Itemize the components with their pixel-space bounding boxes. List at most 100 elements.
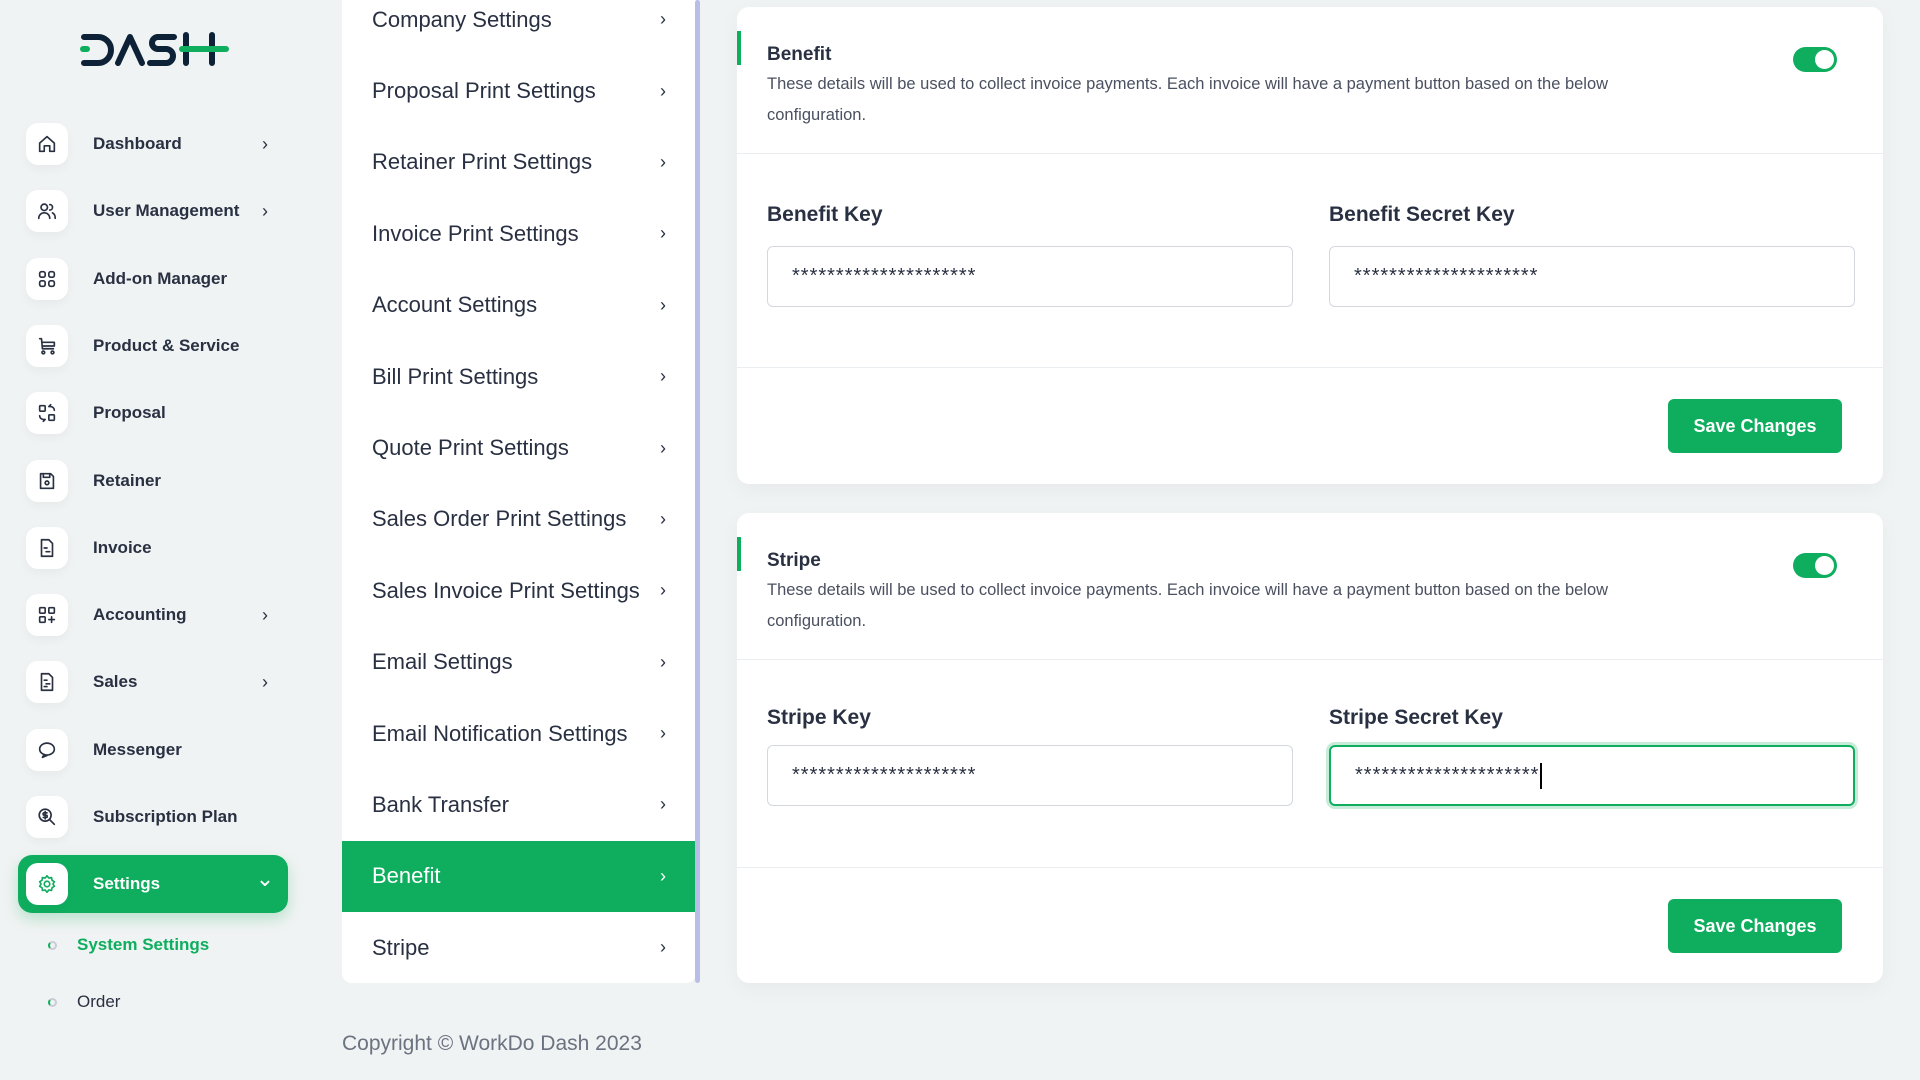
card-accent-bar [737,537,741,571]
chevron-right-icon: › [660,437,666,458]
sidebar-item-label: Invoice [93,537,152,557]
sidebar-item-label: Messenger [93,739,182,759]
sidebar-item-label: Proposal [93,403,166,423]
sidebar-item-dashboard[interactable]: Dashboard › [18,115,288,173]
sidebar-subitem-system-settings[interactable]: System Settings [48,935,209,955]
divider [737,367,1883,368]
stripe-key-label: Stripe Key [767,706,871,729]
card-title: Stripe [767,550,821,571]
benefit-secret-key-input[interactable]: ********************* [1329,246,1855,307]
chevron-down-icon: ⌄ [255,866,275,892]
sidebar-item-label: Sales [93,672,138,692]
card-title: Benefit [767,44,832,65]
chevron-right-icon: › [660,9,666,30]
settings-menu-item-sales-invoice-print-settings[interactable]: Sales Invoice Print Settings › [372,577,666,603]
home-icon [26,123,68,165]
chevron-right-icon: › [262,200,268,221]
sidebar-subitem-order[interactable]: Order [48,992,120,1012]
chevron-right-icon: › [262,671,268,692]
settings-menu-item-account-settings[interactable]: Account Settings › [372,292,666,318]
settings-menu-item-bill-print-settings[interactable]: Bill Print Settings › [372,363,666,389]
search-dollar-icon [26,796,68,838]
sidebar-item-user-management[interactable]: User Management › [18,182,288,240]
stripe-save-changes-button[interactable]: Save Changes [1668,899,1842,953]
chevron-right-icon: › [660,508,666,529]
sidebar-item-product-service[interactable]: Product & Service [18,317,288,375]
sidebar-item-label: Add-on Manager [93,268,228,288]
benefit-key-input[interactable]: ********************* [767,246,1293,307]
sidebar-item-settings[interactable]: Settings ⌄ [18,855,288,914]
settings-menu-item-bank-transfer[interactable]: Bank Transfer › [372,791,666,817]
divider [737,153,1883,154]
sidebar-item-sales[interactable]: Sales › [18,653,288,711]
sidebar-item-invoice[interactable]: Invoice [18,519,288,577]
chevron-right-icon: › [660,294,666,315]
settings-menu-item-retainer-print-settings[interactable]: Retainer Print Settings › [372,149,666,175]
card-description: These details will be used to collect in… [767,75,1609,124]
sidebar-item-label: Retainer [93,470,162,490]
stripe-enable-toggle[interactable] [1793,553,1837,578]
stripe-secret-key-input[interactable]: ********************* [1329,745,1855,806]
chevron-right-icon: › [262,604,268,625]
sidebar-item-label: Product & Service [93,335,240,355]
sidebar-item-subscription-plan[interactable]: Subscription Plan [18,788,288,846]
settings-menu-item-proposal-print-settings[interactable]: Proposal Print Settings › [372,78,666,104]
sidebar-item-label: Settings [93,874,161,894]
cart-icon [26,324,68,367]
file-icon [26,526,68,569]
chevron-right-icon: › [660,223,666,244]
bullet-icon [48,997,57,1007]
chevron-right-icon: › [262,133,268,154]
settings-menu-item-benefit[interactable]: Benefit › [342,840,696,913]
settings-menu: Company Settings › Proposal Print Settings… [342,0,696,983]
chevron-right-icon: › [660,80,666,101]
settings-menu-scrollbar[interactable] [695,0,700,983]
settings-menu-item-invoice-print-settings[interactable]: Invoice Print Settings › [372,220,666,246]
sidebar-item-accounting[interactable]: Accounting › [18,586,288,644]
stripe-settings-card: Stripe These details will be used to col… [737,513,1883,983]
chevron-right-icon: › [660,651,666,672]
divider [737,659,1883,660]
save-icon [26,459,68,502]
stripe-key-input[interactable]: ********************* [767,745,1293,806]
sidebar-item-label: Dashboard [93,134,182,153]
settings-menu-item-stripe[interactable]: Stripe › [372,934,666,960]
chat-icon [26,728,68,771]
settings-menu-item-email-settings[interactable]: Email Settings › [372,649,666,675]
benefit-save-changes-button[interactable]: Save Changes [1668,399,1842,453]
bullet-icon [48,940,57,950]
file-text-icon [26,661,68,704]
benefit-key-label: Benefit Key [767,203,883,226]
benefit-secret-key-label: Benefit Secret Key [1329,203,1515,226]
sidebar-item-label: Subscription Plan [93,807,238,826]
chevron-right-icon: › [660,151,666,172]
chevron-right-icon: › [660,865,666,886]
stripe-secret-key-label: Stripe Secret Key [1329,706,1503,729]
card-accent-bar [737,31,741,65]
divider [737,867,1883,868]
sidebar-item-add-on-manager[interactable]: Add-on Manager [18,250,288,308]
chevron-right-icon: › [660,937,666,958]
settings-menu-item-company-settings[interactable]: Company Settings › [372,6,666,32]
benefit-settings-card: Benefit These details will be used to co… [737,7,1883,484]
copyright: Copyright © WorkDo Dash 2023 [342,1032,642,1055]
settings-menu-item-email-notification-settings[interactable]: Email Notification Settings › [372,720,666,746]
users-icon [26,190,68,233]
dash-logo [80,32,229,66]
sidebar-item-proposal[interactable]: Proposal [18,384,288,442]
settings-menu-item-sales-order-print-settings[interactable]: Sales Order Print Settings › [372,506,666,532]
sidebar-item-label: Accounting [93,605,187,625]
card-description: These details will be used to collect in… [767,581,1609,630]
sidebar-item-label: User Management [93,201,240,221]
chevron-right-icon: › [660,366,666,387]
settings-menu-item-quote-print-settings[interactable]: Quote Print Settings › [372,435,666,461]
text-caret [1540,762,1543,789]
benefit-enable-toggle[interactable] [1793,47,1837,72]
chevron-right-icon: › [660,794,666,815]
chevron-right-icon: › [660,723,666,744]
grid-plus-icon [26,594,68,637]
apps-icon [26,257,68,300]
swap-icon [26,392,68,435]
sidebar-item-messenger[interactable]: Messenger [18,721,288,779]
sidebar-item-retainer[interactable]: Retainer [18,452,288,510]
